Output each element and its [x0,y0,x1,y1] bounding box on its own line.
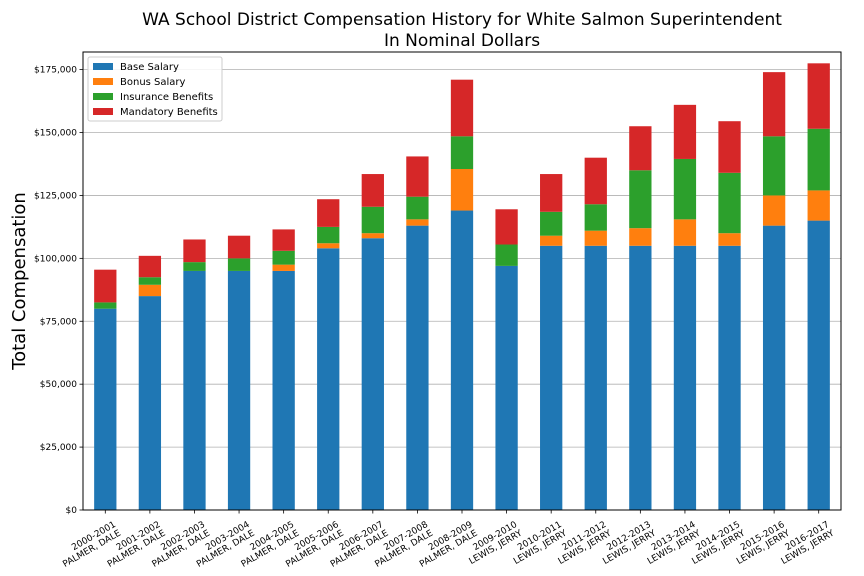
bar-segment-mandatory-benefits [673,104,697,159]
y-tick-label: $50,000 [40,380,77,390]
bar-segment-insurance-benefits [584,204,607,231]
bar-segment-mandatory-benefits [807,63,830,129]
bar-segment-insurance-benefits [450,136,474,170]
bar-segment-mandatory-benefits [495,209,518,245]
bar-segment-mandatory-benefits [227,235,251,259]
bar-segment-mandatory-benefits [629,126,652,171]
y-tick-label: $25,000 [40,443,77,453]
bar-segment-bonus-salary [762,195,786,226]
y-tick-label: $175,000 [34,66,77,76]
bar-segment-insurance-benefits [540,211,563,236]
bar-segment-insurance-benefits [317,226,340,244]
bar-segment-bonus-salary [272,264,295,271]
bar-segment-bonus-salary [317,243,340,249]
y-tick-label: $0 [66,506,78,516]
legend-swatch [93,108,113,115]
y-tick-label: $75,000 [40,317,77,327]
y-tick-label: $150,000 [34,129,77,139]
bar-segment-bonus-salary [138,284,162,297]
bar-segment-mandatory-benefits [317,199,340,227]
legend-label: Bonus Salary [120,77,186,88]
bar-segment-mandatory-benefits [94,269,117,303]
bar-segment-mandatory-benefits [762,72,786,137]
legend-label: Mandatory Benefits [120,107,218,118]
chart-title: WA School District Compensation History … [142,10,782,30]
bar-segment-mandatory-benefits [450,79,474,137]
bar-segment-insurance-benefits [673,158,697,220]
legend-label: Insurance Benefits [120,92,213,103]
bar-segment-insurance-benefits [718,172,741,234]
bar-segment-mandatory-benefits [406,156,429,197]
bar-segment-base-salary [406,225,429,510]
bar-segment-insurance-benefits [495,244,518,266]
bar-segment-mandatory-benefits [540,174,563,212]
legend: Base Salary Bonus Salary Insurance Benefit… [87,56,223,122]
bar-segment-insurance-benefits [183,262,206,271]
bar-segment-base-salary [540,245,563,510]
bar-segment-base-salary [138,296,162,510]
chart-subtitle: In Nominal Dollars [384,31,540,51]
bar-segment-base-salary [629,245,652,510]
bar-segment-mandatory-benefits [272,229,295,251]
bar-segment-insurance-benefits [227,258,251,271]
bar-segment-bonus-salary [361,233,384,239]
legend-swatch [93,78,113,85]
legend-box [87,56,223,122]
bar-segment-bonus-salary [450,169,474,211]
bar-segment-bonus-salary [584,230,607,246]
y-tick-label: $100,000 [34,254,77,264]
bar-segment-bonus-salary [406,219,429,226]
bar-segment-base-salary [762,225,786,510]
bar-segment-base-salary [718,245,741,510]
legend-swatch [93,63,113,70]
bar-segment-base-salary [317,248,340,511]
bar-segment-bonus-salary [673,219,697,246]
bar-segment-insurance-benefits [272,250,295,265]
bar-segment-base-salary [361,238,384,510]
bar-segment-base-salary [272,270,295,510]
bars [94,63,830,511]
bar-segment-insurance-benefits [361,206,384,234]
bar-segment-bonus-salary [807,190,830,221]
bar-segment-mandatory-benefits [584,157,607,205]
bar-segment-insurance-benefits [94,302,117,309]
bar-segment-bonus-salary [718,233,741,246]
bar-segment-insurance-benefits [629,170,652,229]
y-axis: $0 $25,000 $50,000 $75,000 $100,000 $125,000 $… [34,66,83,516]
bar-segment-base-salary [227,270,251,510]
bar-segment-bonus-salary [540,235,563,246]
bar-segment-insurance-benefits [138,277,162,285]
bar-segment-base-salary [495,265,518,510]
bar-segment-bonus-salary [629,228,652,246]
bar-segment-mandatory-benefits [361,174,384,207]
bar-segment-insurance-benefits [406,196,429,220]
bar-segment-mandatory-benefits [718,121,741,173]
bar-segment-base-salary [584,245,607,510]
bar-segment-mandatory-benefits [138,255,162,278]
bar-segment-base-salary [673,245,697,510]
bar-segment-base-salary [807,220,830,510]
bar-segment-base-salary [450,210,474,511]
bar-segment-base-salary [183,270,206,510]
y-axis-label: Total Compensation [9,192,30,371]
bar-segment-insurance-benefits [807,128,830,191]
bar-segment-base-salary [94,308,117,510]
legend-swatch [93,93,113,100]
bar-segment-insurance-benefits [762,136,786,196]
y-tick-label: $125,000 [34,191,77,201]
legend-label: Base Salary [120,62,179,73]
bar-segment-mandatory-benefits [183,239,206,263]
